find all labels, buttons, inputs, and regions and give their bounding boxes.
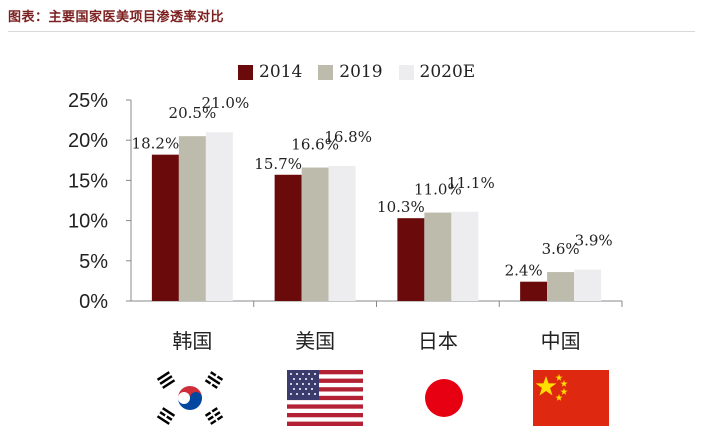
bar-2014-3 bbox=[520, 281, 548, 301]
caption-divider bbox=[8, 31, 695, 32]
japan-flag-icon bbox=[406, 370, 482, 426]
chart-legend: 2014 2019 2020E bbox=[238, 62, 475, 82]
y-tick-label: 25% bbox=[68, 90, 108, 112]
bar-2020E-1 bbox=[328, 165, 356, 301]
data-label: 3.6% bbox=[542, 240, 580, 258]
y-tick-label: 20% bbox=[68, 130, 108, 152]
data-label: 21.0% bbox=[202, 94, 250, 112]
data-label: 20.5% bbox=[169, 104, 217, 122]
figure-caption: 图表：主要国家医美项目渗透率对比 bbox=[8, 10, 225, 25]
data-label: 16.6% bbox=[291, 136, 339, 154]
bar-2020E-0 bbox=[205, 132, 233, 301]
data-label: 10.3% bbox=[377, 198, 425, 216]
bar-2019-0 bbox=[178, 136, 206, 301]
bar-2020E-3 bbox=[574, 269, 602, 301]
x-tick-label: 美国 bbox=[295, 329, 335, 353]
bar-2019-3 bbox=[547, 272, 575, 301]
legend-swatch-2019 bbox=[318, 64, 334, 80]
china-flag-icon bbox=[533, 370, 609, 426]
y-tick-label: 5% bbox=[79, 251, 108, 273]
data-label: 15.7% bbox=[254, 155, 302, 173]
bar-2014-1 bbox=[274, 174, 302, 301]
legend-item-2014: 2014 bbox=[238, 62, 302, 82]
data-label: 16.8% bbox=[324, 128, 372, 146]
legend-label-2020e: 2020E bbox=[419, 62, 476, 82]
y-tick-label: 0% bbox=[79, 291, 108, 313]
south-korea-flag-icon bbox=[152, 370, 228, 426]
data-label: 11.0% bbox=[414, 181, 462, 199]
data-label: 11.1% bbox=[447, 174, 495, 192]
legend-item-2020e: 2020E bbox=[398, 62, 476, 82]
x-tick-label: 日本 bbox=[418, 329, 458, 353]
bar-2020E-2 bbox=[451, 211, 479, 301]
legend-label-2014: 2014 bbox=[259, 62, 303, 82]
y-tick-label: 15% bbox=[68, 170, 108, 192]
data-label: 2.4% bbox=[505, 262, 543, 280]
x-tick-label: 中国 bbox=[541, 329, 581, 353]
usa-flag-icon bbox=[287, 370, 363, 426]
y-tick-label: 10% bbox=[68, 211, 108, 233]
x-tick-label: 韩国 bbox=[172, 329, 212, 353]
legend-swatch-2020e bbox=[398, 64, 414, 80]
legend-swatch-2014 bbox=[238, 64, 253, 80]
legend-item-2019: 2019 bbox=[318, 62, 383, 82]
bar-2019-2 bbox=[424, 212, 452, 301]
legend-label-2019: 2019 bbox=[339, 62, 383, 82]
bar-2019-1 bbox=[301, 167, 329, 301]
bar-2014-2 bbox=[397, 218, 425, 301]
bar-2014-0 bbox=[151, 154, 179, 301]
data-label: 18.2% bbox=[132, 135, 180, 153]
data-label: 3.9% bbox=[575, 232, 613, 250]
